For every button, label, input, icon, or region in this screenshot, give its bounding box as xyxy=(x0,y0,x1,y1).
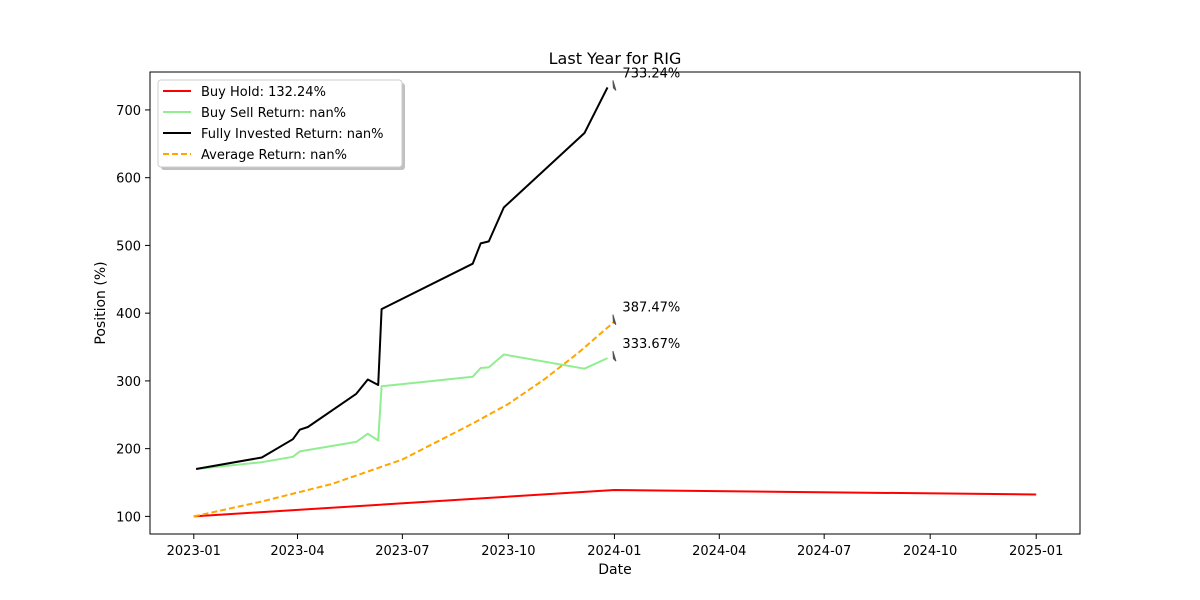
annotation-label: 333.67% xyxy=(622,337,680,352)
annotation-label: 387.47% xyxy=(622,301,680,316)
x-tick-label: 2024-04 xyxy=(692,544,746,559)
series-line-3 xyxy=(193,320,616,518)
x-tick-label: 2023-01 xyxy=(167,544,221,559)
x-tick-label: 2025-01 xyxy=(1009,544,1063,559)
legend-box xyxy=(157,79,403,168)
x-tick-label: 2024-07 xyxy=(797,544,851,559)
y-tick-label: 300 xyxy=(116,375,141,390)
legend-label: Buy Hold: 132.24% xyxy=(201,85,326,100)
annotation-label: 733.24% xyxy=(622,66,680,81)
y-tick-label: 500 xyxy=(116,239,141,254)
series-line-1 xyxy=(195,353,608,470)
y-tick-label: 600 xyxy=(116,172,141,187)
y-tick-label: 100 xyxy=(116,510,141,525)
series-line-0 xyxy=(193,489,1037,518)
plot-area: 2023-01 2023-04 2023-07 2023-10 2024-01 2024-… xyxy=(116,66,1063,559)
x-axis-label: Date xyxy=(598,562,631,578)
legend-label: Fully Invested Return: nan% xyxy=(201,127,384,142)
annotation-arrow xyxy=(612,314,617,326)
axes-frame xyxy=(149,71,1081,535)
legend: Buy Hold: 132.24% Buy Sell Return: nan% Fu… xyxy=(157,79,405,170)
annotation-arrow xyxy=(612,350,617,362)
y-tick-label: 400 xyxy=(116,307,141,322)
annotation-arrow xyxy=(612,80,617,91)
y-axis-label: Position (%) xyxy=(93,261,109,344)
y-tick-label: 200 xyxy=(116,443,141,458)
legend-label: Average Return: nan% xyxy=(201,148,347,163)
x-tick-label: 2024-10 xyxy=(903,544,957,559)
chart-title: Last Year for RIG xyxy=(549,49,682,68)
x-tick-label: 2024-01 xyxy=(587,544,641,559)
series-line-2 xyxy=(195,86,609,470)
y-tick-label: 700 xyxy=(116,104,141,119)
x-tick-label: 2023-10 xyxy=(481,544,535,559)
x-tick-label: 2023-04 xyxy=(270,544,324,559)
x-tick-label: 2023-07 xyxy=(375,544,429,559)
legend-label: Buy Sell Return: nan% xyxy=(201,106,346,121)
